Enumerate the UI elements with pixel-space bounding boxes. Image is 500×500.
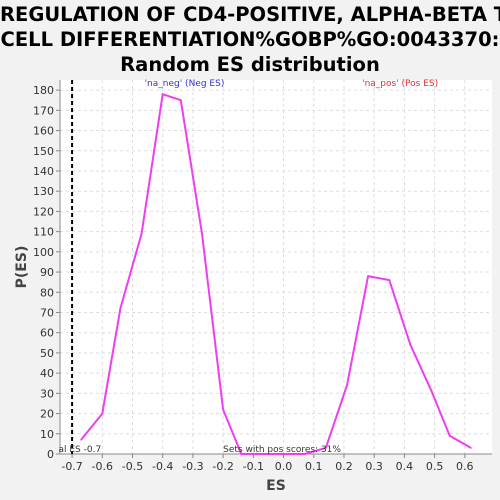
data-point [120,308,122,310]
y-tick-label: 40 [40,367,54,380]
y-tick-label: 90 [40,266,54,279]
y-tick-label: 60 [40,327,54,340]
data-point [80,439,82,441]
data-point [346,384,348,386]
y-tick-label: 140 [33,165,54,178]
x-tick-label: 0.2 [335,460,353,473]
y-tick-label: 180 [33,84,54,97]
chart-annotation: 'na_pos' (Pos ES) [362,79,438,89]
x-tick-label: -0.2 [212,460,233,473]
data-point [101,413,103,415]
chart-annotation: 'na_neg' (Neg ES) [145,79,225,89]
y-tick-label: 30 [40,387,54,400]
x-tick-label: 0.6 [456,460,474,473]
x-tick-label: 0.5 [426,460,444,473]
y-tick-label: 100 [33,246,54,259]
y-tick-label: 0 [47,448,54,461]
y-tick-label: 80 [40,286,54,299]
data-point [470,447,472,449]
x-tick-label: -0.7 [61,460,82,473]
data-point [222,409,224,411]
x-tick-label: 0.1 [305,460,323,473]
data-point [180,99,182,101]
x-axis-label: ES [266,478,286,494]
y-tick-label: 120 [33,205,54,218]
data-point [431,391,433,393]
y-tick-label: 10 [40,428,54,441]
y-tick-label: 170 [33,104,54,117]
data-point [449,435,451,437]
y-tick-label: 70 [40,306,54,319]
data-point [410,344,412,346]
x-tick-label: -0.6 [92,460,113,473]
x-tick-label: 0.3 [365,460,383,473]
y-tick-label: 50 [40,347,54,360]
data-point [141,233,143,235]
data-point [201,233,203,235]
x-tick-label: -0.4 [152,460,173,473]
x-tick-label: -0.3 [182,460,203,473]
x-tick-label: -0.5 [122,460,143,473]
data-point [367,275,369,277]
y-axis-label: P(ES) [14,246,30,289]
x-tick-label: 0.4 [396,460,414,473]
data-point [162,93,164,95]
y-tick-label: 130 [33,185,54,198]
x-tick-label: 0.0 [275,460,293,473]
chart-annotation: Sets with pos scores: 31% [223,445,341,455]
y-tick-label: 150 [33,145,54,158]
x-tick-label: -0.1 [243,460,264,473]
data-point [388,279,390,281]
plot-area [60,80,492,454]
y-tick-label: 20 [40,408,54,421]
y-tick-label: 110 [33,226,54,239]
chart-annotation: al ES -0.7 [58,445,101,455]
y-tick-label: 160 [33,125,54,138]
